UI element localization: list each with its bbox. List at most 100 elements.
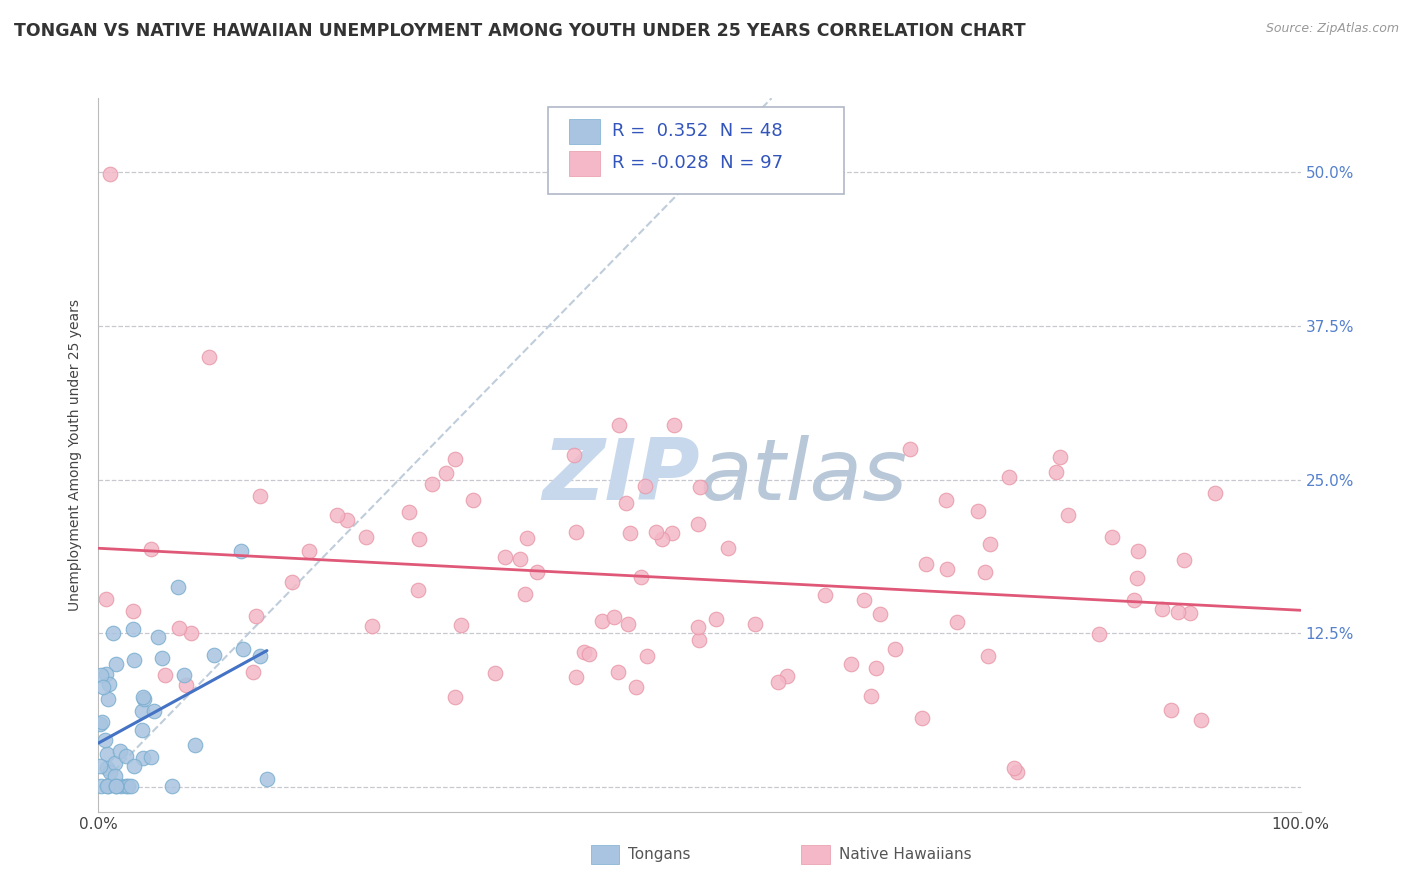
Point: [139, 541, 162, 556]
Point: [97, 692, 120, 706]
Point: [96, 779, 118, 793]
Point: [336, 513, 359, 527]
Point: [117, 779, 139, 793]
Point: [104, 779, 127, 793]
Point: [167, 580, 190, 594]
Text: TONGAN VS NATIVE HAWAIIAN UNEMPLOYMENT AMONG YOUTH UNDER 25 YEARS CORRELATION CH: TONGAN VS NATIVE HAWAIIAN UNEMPLOYMENT A…: [14, 22, 1026, 40]
Point: [153, 668, 176, 682]
Point: [1126, 571, 1149, 585]
Point: [619, 525, 641, 540]
Point: [122, 759, 145, 773]
Point: [1045, 465, 1067, 479]
Point: [326, 508, 349, 522]
Point: [686, 517, 709, 532]
Text: R =  0.352  N = 48: R = 0.352 N = 48: [612, 122, 782, 140]
Point: [249, 648, 271, 663]
Point: [122, 653, 145, 667]
Point: [898, 442, 921, 457]
Point: [97, 779, 120, 793]
Point: [860, 690, 883, 704]
Point: [607, 417, 630, 432]
Point: [90, 779, 112, 793]
Point: [915, 557, 938, 571]
Point: [406, 583, 429, 598]
Point: [651, 533, 673, 547]
Point: [1189, 713, 1212, 727]
Point: [89, 758, 111, 772]
Point: [360, 619, 382, 633]
Point: [973, 565, 995, 579]
Point: [132, 691, 155, 706]
Point: [173, 668, 195, 682]
Point: [1002, 761, 1025, 775]
Point: [1049, 450, 1071, 464]
Point: [998, 470, 1021, 484]
Point: [614, 496, 637, 510]
Point: [114, 779, 136, 793]
Point: [444, 690, 467, 704]
Point: [142, 704, 165, 718]
Point: [121, 604, 143, 618]
Point: [910, 711, 932, 725]
Point: [688, 620, 710, 634]
Point: [98, 677, 121, 691]
Point: [1126, 544, 1149, 558]
Point: [494, 550, 516, 565]
Point: [1173, 552, 1195, 566]
Point: [716, 541, 738, 555]
Point: [1204, 486, 1226, 500]
Point: [96, 747, 118, 761]
Point: [977, 648, 1000, 663]
Point: [564, 670, 586, 684]
Text: atlas: atlas: [700, 434, 907, 518]
Point: [98, 764, 121, 779]
Point: [662, 417, 685, 432]
Point: [839, 657, 862, 672]
Point: [94, 667, 117, 681]
Point: [461, 493, 484, 508]
Point: [110, 779, 132, 793]
Point: [245, 609, 267, 624]
Point: [853, 593, 876, 607]
Point: [202, 648, 225, 662]
Point: [120, 779, 142, 793]
Point: [90, 668, 112, 682]
Point: [104, 657, 127, 671]
Point: [574, 645, 596, 659]
Point: [1007, 764, 1029, 779]
Point: [516, 531, 538, 545]
Point: [132, 690, 155, 704]
Point: [420, 476, 443, 491]
Point: [1152, 602, 1174, 616]
Point: [354, 530, 377, 544]
Point: [484, 665, 506, 680]
Point: [198, 351, 221, 365]
Point: [100, 168, 122, 182]
Text: Source: ZipAtlas.com: Source: ZipAtlas.com: [1265, 22, 1399, 36]
Point: [766, 675, 789, 690]
Point: [94, 592, 117, 607]
Text: ZIP: ZIP: [541, 434, 700, 518]
Point: [131, 723, 153, 737]
Point: [884, 642, 907, 657]
Point: [814, 588, 837, 602]
Point: [242, 665, 264, 679]
Point: [935, 493, 957, 508]
Point: [281, 575, 304, 590]
Point: [450, 618, 472, 632]
Point: [169, 621, 191, 635]
Point: [104, 756, 127, 771]
Point: [661, 525, 683, 540]
Point: [90, 714, 112, 729]
Point: [562, 448, 585, 462]
Text: R = -0.028  N = 97: R = -0.028 N = 97: [612, 154, 783, 172]
Point: [616, 617, 638, 632]
Point: [162, 779, 184, 793]
Point: [515, 587, 537, 601]
Point: [1057, 508, 1080, 523]
Point: [979, 537, 1001, 551]
Point: [444, 451, 467, 466]
Point: [256, 772, 278, 787]
Point: [1101, 530, 1123, 544]
Point: [139, 750, 162, 764]
